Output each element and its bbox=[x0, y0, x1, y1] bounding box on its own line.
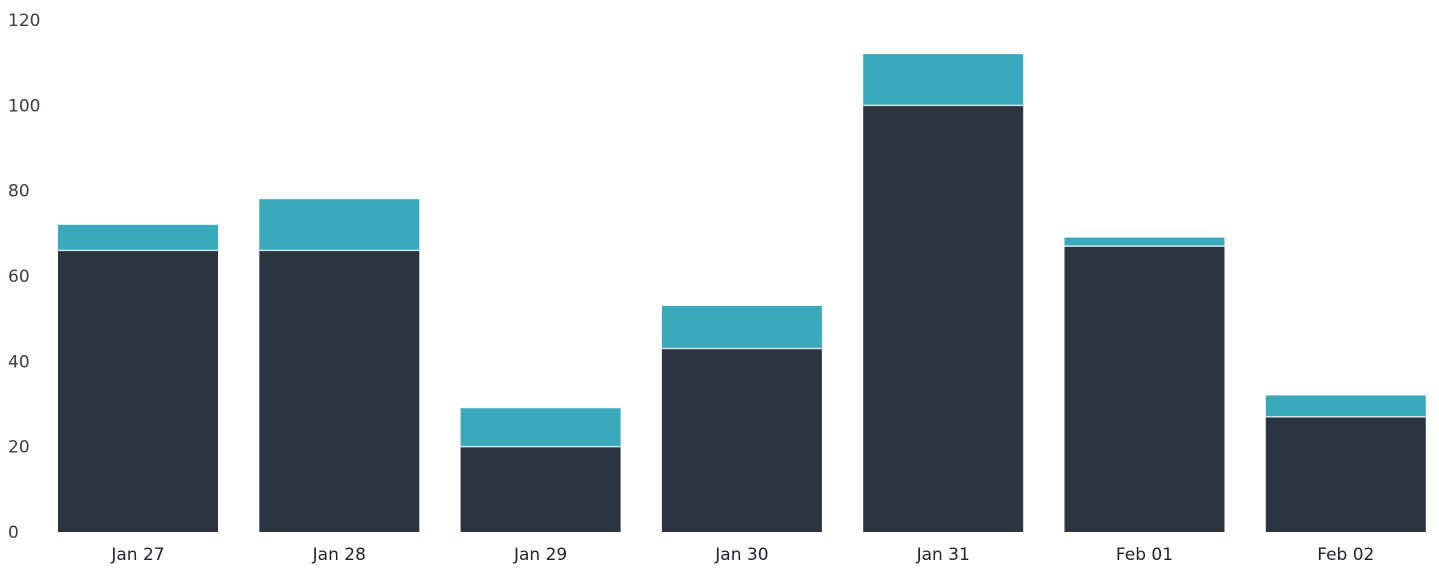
bar-segment-series-1[interactable] bbox=[661, 348, 822, 532]
bar-segment-series-1[interactable] bbox=[259, 250, 420, 532]
x-category-label: Jan 30 bbox=[714, 545, 768, 565]
bar-segment-series-2[interactable] bbox=[863, 54, 1024, 106]
bar-segment-series-1[interactable] bbox=[1064, 246, 1225, 532]
y-tick-label: 80 bbox=[8, 182, 30, 202]
bar-segment-series-1[interactable] bbox=[58, 250, 218, 532]
bar-segment-series-2[interactable] bbox=[58, 224, 218, 251]
y-tick-label: 60 bbox=[8, 267, 30, 287]
y-tick-label: 0 bbox=[8, 523, 19, 543]
bar-segment-series-2[interactable] bbox=[259, 199, 420, 251]
x-category-label: Feb 01 bbox=[1116, 545, 1173, 565]
x-category-label: Jan 31 bbox=[916, 545, 970, 565]
y-axis: 0 20 40 60 80 100 120 bbox=[8, 11, 40, 543]
y-tick-label: 20 bbox=[8, 438, 30, 458]
bar-segment-series-1[interactable] bbox=[863, 105, 1024, 532]
x-category-label: Jan 29 bbox=[513, 545, 567, 565]
x-category-label: Jan 28 bbox=[312, 545, 366, 565]
bar-segment-series-2[interactable] bbox=[1064, 237, 1225, 247]
y-tick-label: 40 bbox=[8, 352, 30, 372]
x-category-label: Jan 27 bbox=[110, 545, 164, 565]
bar-segment-series-1[interactable] bbox=[1265, 416, 1426, 532]
bars bbox=[58, 54, 1426, 532]
bar-segment-series-2[interactable] bbox=[1265, 395, 1426, 417]
x-category-label: Feb 02 bbox=[1317, 545, 1374, 565]
bar-segment-series-2[interactable] bbox=[661, 305, 822, 349]
x-axis: Jan 27 Jan 28 Jan 29 Jan 30 Jan 31 Feb 01 Feb … bbox=[110, 545, 1374, 565]
bar-segment-series-2[interactable] bbox=[460, 408, 621, 447]
y-tick-label: 100 bbox=[8, 96, 40, 116]
bar-segment-series-1[interactable] bbox=[460, 446, 621, 532]
y-tick-label: 120 bbox=[8, 11, 40, 31]
